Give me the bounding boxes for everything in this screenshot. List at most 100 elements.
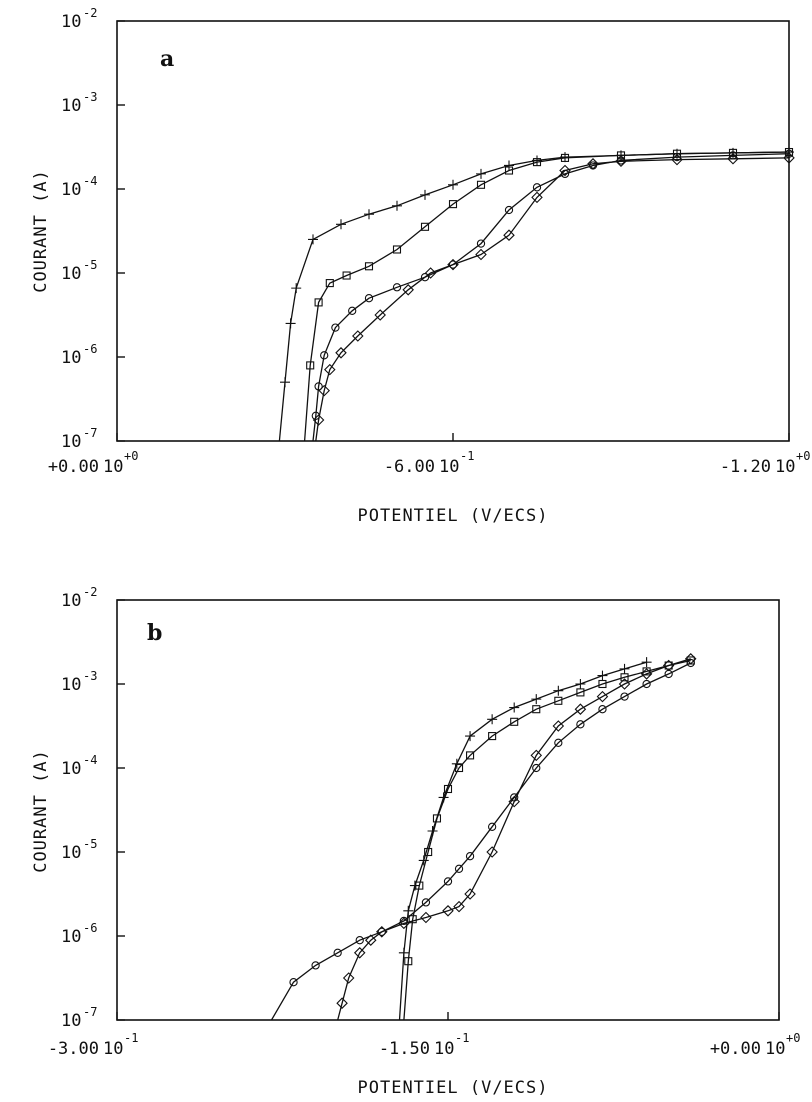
data-point-diamond [587, 158, 599, 170]
data-point-square [432, 814, 442, 823]
y-tick-exponent: -7 [83, 1005, 97, 1019]
data-point-diamond [335, 347, 347, 359]
data-point-plus [403, 905, 414, 916]
x-tick-mantissa: +0.00 [710, 1039, 761, 1059]
data-point-diamond [531, 191, 543, 204]
data-point-square [408, 915, 417, 924]
x-tick-mantissa: -1.20 [720, 457, 771, 477]
data-point-square [642, 667, 651, 676]
data-point-square [342, 271, 351, 280]
y-tick-label: 10 [61, 432, 81, 452]
series-line-square [403, 659, 691, 1021]
y-tick-label: 10 [61, 180, 81, 200]
data-point-square [392, 245, 402, 254]
x-tick-exponent: -1 [460, 449, 474, 463]
data-point-circle [504, 205, 514, 215]
plot-frame-a [116, 20, 790, 442]
series-line-plus [398, 661, 647, 1021]
panel-letter-b: b [147, 620, 162, 646]
data-point-diamond [324, 363, 336, 376]
data-point-square [415, 881, 424, 890]
y-tick-label: 10 [61, 348, 81, 368]
data-point-plus [308, 234, 318, 245]
data-point-plus [451, 758, 462, 769]
data-point-circle [620, 692, 629, 701]
data-point-diamond [453, 900, 465, 913]
data-point-plus [398, 947, 409, 958]
x-tick-base: 10 [439, 457, 459, 477]
data-point-circle [487, 822, 497, 831]
y-tick-exponent: -2 [83, 6, 97, 20]
data-point-square [504, 166, 514, 175]
series-line-diamond [337, 658, 691, 1021]
y-tick-exponent: -6 [83, 921, 97, 935]
x-tick-exponent: +0 [124, 449, 138, 463]
data-point-circle [289, 978, 298, 987]
data-point-diamond [508, 795, 520, 808]
data-point-diamond [615, 155, 627, 168]
y-tick-exponent: -6 [83, 342, 97, 356]
data-point-diamond [364, 934, 377, 946]
data-point-square [532, 705, 541, 714]
data-point-plus [641, 657, 652, 668]
data-point-square [620, 673, 629, 682]
y-tick-exponent: -5 [83, 837, 97, 851]
data-point-circle [576, 720, 585, 729]
series-line-diamond [315, 157, 790, 442]
data-point-square [424, 847, 433, 857]
data-point-plus [509, 702, 520, 713]
data-point-plus [448, 179, 458, 190]
data-point-square [404, 957, 413, 966]
data-point-square [560, 153, 570, 162]
data-point-square [448, 200, 458, 209]
data-point-circle [420, 273, 430, 282]
data-point-circle [532, 183, 542, 192]
data-point-circle [311, 961, 320, 970]
data-point-plus [418, 855, 429, 866]
data-point-diamond [442, 905, 454, 917]
data-point-diamond [420, 911, 432, 924]
y-tick-exponent: -4 [83, 753, 97, 767]
x-tick-base: 10 [765, 1039, 785, 1059]
data-point-diamond [312, 414, 325, 426]
series-group-b [270, 653, 697, 1021]
data-point-diamond [353, 947, 366, 959]
data-point-circle [364, 294, 374, 303]
data-point-circle [399, 916, 409, 926]
data-point-diamond [552, 720, 565, 732]
y-tick-label: 10 [61, 843, 81, 863]
y-tick-exponent: -5 [83, 258, 97, 272]
x-axis-label-b: POTENTIEL (V/ECS) [358, 1078, 549, 1098]
x-tick-mantissa: +0.00 [48, 457, 99, 477]
data-point-diamond [783, 152, 795, 164]
tick-group-b: 10-210-310-410-510-610 -7-3.00 10-1-1.50 10… [48, 585, 801, 1059]
data-point-square [420, 222, 430, 231]
data-point-diamond [559, 164, 571, 177]
data-point-square [576, 688, 585, 697]
data-point-diamond [727, 152, 739, 165]
data-point-plus [409, 880, 420, 891]
series-line-square [303, 151, 790, 442]
data-point-circle [377, 927, 386, 936]
chart-panel-a: a 10-210-310-410-510-610 -7+0.00 10+0-6.00… [31, 6, 810, 526]
data-point-diamond [447, 258, 459, 271]
x-tick-exponent: +0 [796, 449, 810, 463]
y-tick-label: 10 [61, 1011, 81, 1031]
data-point-square [314, 298, 323, 307]
y-tick-label: 10 [61, 12, 81, 32]
data-point-square [510, 717, 519, 726]
data-point-square [306, 361, 315, 370]
data-point-diamond [374, 309, 386, 321]
data-point-square [454, 763, 464, 773]
data-point-square [664, 661, 673, 670]
chart-panel-b: b 10-210-310-410-510-610 -7-3.00 10-1-1.50… [31, 585, 800, 1098]
data-point-plus [575, 679, 586, 689]
data-point-plus [504, 160, 514, 171]
data-point-square [466, 751, 475, 760]
data-point-diamond [530, 749, 543, 762]
x-tick-mantissa: -6.00 [384, 457, 435, 477]
x-tick-mantissa: -3.00 [48, 1039, 99, 1059]
data-point-circle [355, 936, 364, 945]
data-point-plus [465, 731, 476, 742]
